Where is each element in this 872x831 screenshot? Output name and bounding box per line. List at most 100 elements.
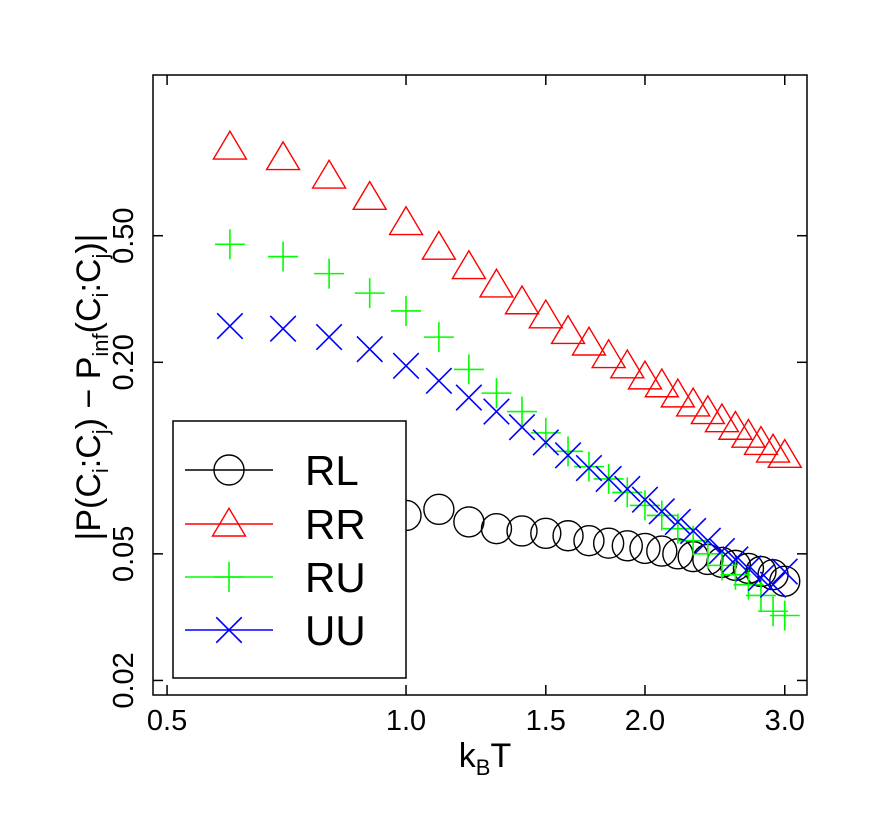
data-point-rl	[552, 520, 584, 552]
y-axis-title-s3: inf	[88, 332, 113, 356]
y-axis-title-p6: )|	[70, 234, 108, 254]
legend-entry-ru: RU	[185, 554, 366, 601]
data-point-uu	[455, 384, 483, 411]
data-point-rr	[421, 230, 457, 260]
legend-marker-rr	[211, 506, 247, 537]
data-point-rl	[480, 512, 513, 545]
data-point-uu	[648, 498, 676, 525]
data-point-uu	[575, 454, 603, 482]
data-point-uu	[483, 398, 510, 425]
legend-entries: RL RR RU UU	[185, 447, 366, 654]
data-point-rr	[627, 359, 663, 390]
x-tick-label: 0.5	[147, 705, 187, 737]
data-point-ru	[769, 600, 800, 631]
legend-marker-ru	[214, 562, 244, 592]
y-axis-title-p4: (C	[70, 297, 108, 333]
data-point-rr	[571, 325, 607, 356]
data-point-uu	[679, 517, 707, 545]
legend-label: RU	[305, 554, 366, 601]
series-rl	[390, 493, 801, 597]
data-point-ru	[481, 378, 512, 409]
data-point-rr	[451, 249, 487, 280]
x-axis-title: kBT	[459, 737, 511, 780]
x-tick-label: 1.5	[526, 705, 566, 737]
data-point-rl	[611, 530, 643, 562]
series-layer	[212, 129, 803, 631]
data-point-ru	[354, 278, 385, 309]
data-point-rl	[453, 506, 485, 538]
data-point-uu	[269, 315, 297, 343]
data-point-rl	[423, 493, 455, 526]
legend: RL RR RU UU	[172, 420, 407, 679]
plot-frame	[152, 74, 808, 696]
data-point-ru	[706, 550, 737, 581]
legend-entry-uu: UU	[185, 607, 366, 654]
data-point-uu	[664, 508, 692, 536]
x-axis-title-main: k	[459, 737, 477, 775]
data-point-ru	[507, 396, 538, 427]
data-point-uu	[722, 546, 749, 573]
data-point-rr	[609, 348, 646, 379]
data-point-rr	[528, 298, 564, 329]
data-point-uu	[356, 335, 384, 363]
data-point-rl	[506, 515, 538, 547]
data-point-rr	[690, 394, 726, 425]
legend-label: RR	[305, 501, 366, 548]
data-point-uu	[315, 323, 343, 351]
data-point-rl	[592, 527, 625, 559]
y-tick-label: 0.50	[108, 207, 140, 263]
legend-marker-rl	[213, 454, 245, 486]
y-axis-title-s2: j	[88, 429, 113, 435]
legend-marker-uu	[215, 616, 243, 644]
data-point-uu	[759, 571, 787, 598]
series-uu	[216, 312, 799, 598]
data-point-ru	[553, 436, 584, 467]
data-point-rl	[646, 535, 678, 567]
legend-entry-rl: RL	[185, 447, 359, 494]
y-axis-title-s4: i	[88, 293, 113, 298]
data-point-ru	[268, 241, 299, 272]
data-point-uu	[554, 442, 582, 469]
data-point-rr	[478, 267, 515, 298]
y-axis-title-s1: i	[88, 468, 113, 473]
data-point-ru	[453, 354, 484, 385]
y-tick-label: 0.20	[108, 334, 140, 390]
x-tick-label: 1.0	[386, 705, 426, 737]
data-point-rr	[704, 402, 740, 433]
data-point-rr	[767, 438, 803, 469]
data-point-uu	[735, 555, 762, 582]
data-point-uu	[216, 312, 244, 340]
data-point-rr	[644, 367, 680, 398]
series-rr	[212, 129, 803, 469]
data-point-ru	[214, 229, 245, 260]
x-axis-title-tail: T	[490, 737, 511, 775]
y-axis-title-s5: j	[88, 254, 113, 260]
data-point-rr	[311, 158, 347, 189]
data-point-uu	[595, 465, 622, 493]
data-point-rr	[590, 338, 627, 369]
y-axis-title-p3: ) − P	[70, 357, 108, 430]
y-axis-ticks: 0.02 0.05 0.20 0.50	[108, 207, 807, 709]
data-point-uu	[392, 352, 420, 380]
data-point-ru	[692, 538, 723, 569]
data-point-rr	[755, 432, 791, 463]
x-tick-label: 2.0	[625, 705, 665, 737]
data-point-uu	[508, 413, 536, 441]
data-point-rr	[351, 180, 388, 211]
data-point-uu	[613, 475, 641, 503]
data-point-rr	[212, 129, 248, 160]
data-point-rl	[530, 517, 562, 550]
y-tick-label: 0.05	[108, 526, 140, 582]
legend-label: RL	[305, 447, 359, 494]
y-axis-title: |P(Ci:Cj) − Pinf(Ci:Cj)|	[70, 234, 113, 541]
data-point-rr	[675, 386, 711, 417]
data-point-rr	[660, 377, 696, 408]
y-axis-title-p5: :C	[70, 259, 108, 293]
data-point-ru	[758, 596, 789, 627]
data-point-ru	[745, 580, 776, 611]
data-point-uu	[708, 537, 736, 565]
data-point-ru	[662, 513, 693, 544]
data-point-rr	[388, 205, 424, 236]
x-axis-ticks: 0.5 1.0 1.5 2.0 3.0	[147, 75, 805, 737]
